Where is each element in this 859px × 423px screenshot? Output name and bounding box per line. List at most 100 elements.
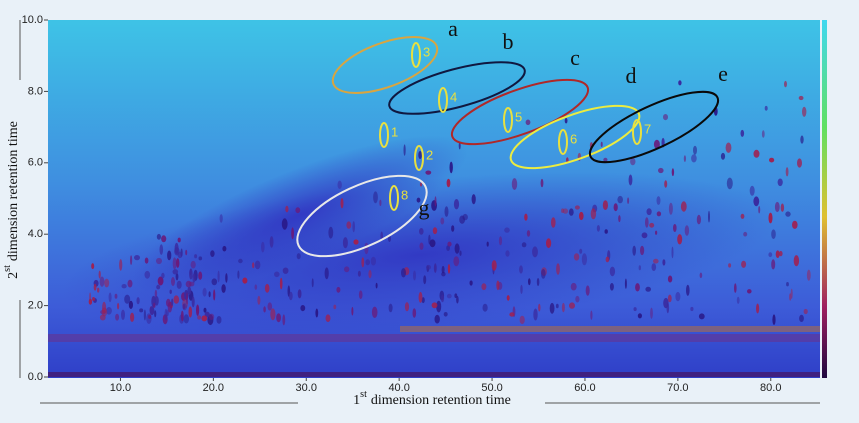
blob xyxy=(671,168,675,177)
blob xyxy=(154,289,158,298)
blob xyxy=(645,217,649,228)
blob xyxy=(684,225,690,236)
blob xyxy=(618,215,621,223)
blob xyxy=(104,278,110,288)
blob xyxy=(806,269,811,281)
blob xyxy=(121,284,127,289)
blob xyxy=(693,145,697,155)
blob xyxy=(774,201,780,213)
blob xyxy=(197,315,202,320)
blob xyxy=(645,286,651,292)
blob xyxy=(425,170,432,175)
blob xyxy=(108,292,112,303)
blob xyxy=(434,314,440,324)
peak-marker xyxy=(503,107,513,133)
region-label: a xyxy=(448,16,458,41)
y-label-text: dimension retention time xyxy=(6,121,21,261)
blob xyxy=(667,294,672,303)
blob xyxy=(668,202,673,215)
blob xyxy=(167,250,172,261)
blob xyxy=(525,119,531,126)
blob xyxy=(532,246,538,258)
x-label-number: 1 xyxy=(353,393,360,408)
blob xyxy=(379,199,382,206)
blob xyxy=(176,258,180,268)
blob xyxy=(519,315,525,325)
blob xyxy=(521,242,527,248)
region-outline xyxy=(388,61,526,115)
blob xyxy=(564,117,568,124)
blob xyxy=(800,135,804,144)
blob xyxy=(364,242,369,255)
blob xyxy=(581,253,588,266)
blob xyxy=(423,275,427,285)
blob xyxy=(418,291,423,303)
blob xyxy=(276,313,281,323)
blob xyxy=(401,268,406,278)
blob xyxy=(429,239,436,248)
blob xyxy=(469,280,473,286)
blob xyxy=(288,291,293,301)
blob xyxy=(446,178,451,188)
blob xyxy=(130,255,133,265)
blob xyxy=(520,284,523,294)
blob xyxy=(358,290,363,300)
region-label: g xyxy=(419,195,430,220)
blob xyxy=(678,80,682,86)
blob xyxy=(453,199,460,210)
blob xyxy=(570,282,577,291)
blob xyxy=(585,285,590,296)
blob xyxy=(785,167,789,177)
blob xyxy=(775,250,780,258)
blob xyxy=(673,224,677,232)
blob xyxy=(768,212,773,224)
blob xyxy=(161,235,167,243)
x-label-sup: st xyxy=(360,389,367,400)
blob xyxy=(191,296,195,308)
blob xyxy=(440,217,445,225)
blob xyxy=(446,245,450,251)
blob xyxy=(798,95,804,101)
blob xyxy=(569,302,575,309)
y-tick-label: 4.0 xyxy=(28,228,43,240)
blob xyxy=(353,239,359,245)
blob xyxy=(209,313,215,320)
blob xyxy=(189,268,193,280)
blob xyxy=(655,230,658,235)
blob xyxy=(325,314,331,323)
blob xyxy=(175,273,179,281)
blob xyxy=(426,264,431,270)
peak-marker xyxy=(414,145,424,171)
blob xyxy=(93,283,97,291)
x-tick-label: 50.0 xyxy=(481,382,502,394)
blob xyxy=(177,251,183,259)
blob xyxy=(573,253,580,261)
blob xyxy=(777,178,783,187)
blob xyxy=(192,273,196,283)
x-tick-label: 30.0 xyxy=(296,382,317,394)
baseline-band xyxy=(48,334,820,342)
y-tick-label: 2.0 xyxy=(28,300,43,312)
blob xyxy=(315,308,319,318)
blob xyxy=(333,304,337,310)
blob xyxy=(519,265,523,274)
blob xyxy=(156,284,161,290)
y-tick-label: 6.0 xyxy=(28,157,43,169)
blob xyxy=(279,277,283,290)
blob xyxy=(342,237,348,249)
blob xyxy=(761,130,765,138)
blob xyxy=(143,309,146,321)
region-outline xyxy=(450,78,590,146)
blob xyxy=(579,211,584,221)
blob xyxy=(726,177,733,190)
blob xyxy=(646,208,652,216)
blob xyxy=(351,306,354,316)
y-tick-label: 10.0 xyxy=(22,14,43,26)
blob xyxy=(144,257,149,264)
blob xyxy=(328,226,334,239)
cloud xyxy=(132,135,468,295)
blob xyxy=(671,246,674,259)
blob xyxy=(208,291,211,298)
blob xyxy=(771,259,776,270)
blob xyxy=(446,293,452,299)
